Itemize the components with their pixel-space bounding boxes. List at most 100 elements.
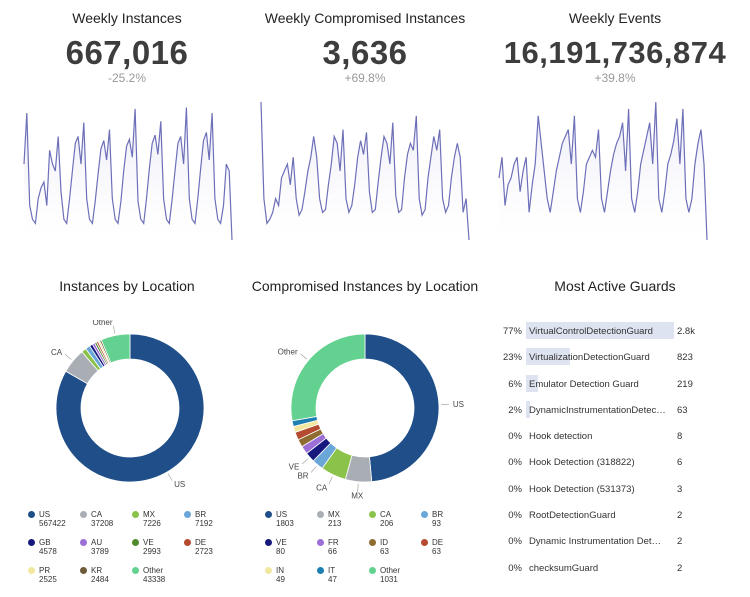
- legend-swatch: [265, 567, 272, 574]
- sparkline-line: [23, 107, 233, 241]
- guard-name: Hook Detection (531373): [529, 483, 635, 495]
- guard-row[interactable]: 0% Hook Detection (318822) 6: [500, 449, 740, 475]
- guard-row[interactable]: 2% DynamicInstrumentationDetec… 63: [500, 397, 740, 423]
- legend-label: VE 80: [276, 538, 287, 556]
- donut-slice-us[interactable]: [364, 333, 440, 483]
- legend-swatch: [184, 511, 191, 518]
- legend-label: IT 47: [328, 566, 337, 584]
- sparkline-line: [498, 101, 708, 241]
- legend-swatch: [80, 511, 87, 518]
- guard-name: Hook detection: [529, 431, 593, 443]
- kpi-change: +39.8%: [594, 71, 636, 85]
- donut-slice-other[interactable]: [100, 333, 131, 364]
- legend-swatch: [369, 511, 376, 518]
- guard-row[interactable]: 0% Hook Detection (531373) 3: [500, 476, 740, 502]
- kpi-value: 3,636: [322, 34, 408, 71]
- kpi-change: +69.8%: [344, 71, 386, 85]
- guard-name: DynamicInstrumentationDetec…: [529, 404, 666, 416]
- legend-swatch: [421, 511, 428, 518]
- legend-swatch: [80, 567, 87, 574]
- guard-percent: 0%: [508, 562, 522, 574]
- sparkline-area: [24, 107, 232, 240]
- guard-percent: 0%: [508, 536, 522, 548]
- sparkline-compromised: [260, 101, 470, 241]
- guard-share-bar: [526, 400, 530, 418]
- guard-percent: 77%: [502, 326, 522, 337]
- legend-swatch: [369, 567, 376, 574]
- sparkline-instances: [23, 107, 233, 241]
- kpi-title: Weekly Instances: [72, 10, 182, 26]
- sparkline-area: [499, 102, 707, 240]
- guard-count: 2: [677, 510, 683, 522]
- guard-percent: 6%: [508, 378, 522, 390]
- guard-name: Emulator Detection Guard: [529, 378, 639, 390]
- guard-count: 3: [677, 483, 683, 495]
- kpi-value: 667,016: [65, 34, 189, 71]
- legend-label: VE 2993: [143, 538, 161, 556]
- guard-row[interactable]: 0% RootDetectionGuard 2: [500, 502, 740, 528]
- legend-label: BR 93: [432, 510, 444, 528]
- instances-by-location-title: Instances by Location: [59, 278, 195, 294]
- donut-outer-label: Other: [278, 347, 298, 356]
- guard-count: 63: [677, 404, 688, 416]
- legend-label: US 567422: [39, 510, 66, 528]
- donut-slice-other[interactable]: [290, 333, 366, 422]
- guard-percent: 0%: [508, 510, 522, 522]
- donut-leader-line: [167, 473, 173, 481]
- guard-row[interactable]: 23% VirtualizationDetectionGuard 823: [500, 344, 740, 370]
- sparkline-line: [260, 101, 470, 241]
- donut-slice-us[interactable]: [55, 333, 205, 483]
- guard-count: 2: [677, 536, 683, 548]
- guard-count: 2.8k: [677, 326, 695, 337]
- guard-row[interactable]: 0% checksumGuard 2: [500, 555, 740, 581]
- donut-leader-line: [113, 325, 116, 334]
- guard-share-bar: [526, 348, 571, 366]
- kpi-value: 16,191,736,874: [503, 35, 727, 70]
- kpi-weekly-compromised: Weekly Compromised Instances 3,636 +69.8…: [240, 0, 490, 85]
- most-active-guards-title: Most Active Guards: [554, 278, 676, 294]
- legend-label: AU 3789: [91, 538, 109, 556]
- kpi-change: -25.2%: [107, 71, 147, 85]
- compromised-by-location-title: Compromised Instances by Location: [251, 278, 479, 294]
- legend-swatch: [317, 511, 324, 518]
- legend-label: PR 2525: [39, 566, 57, 584]
- sparkline-events: [498, 101, 708, 241]
- legend-label: MX 213: [328, 510, 342, 528]
- legend-swatch: [265, 539, 272, 546]
- guard-row[interactable]: 0% Hook detection 8: [500, 423, 740, 449]
- guard-percent: 2%: [508, 404, 522, 416]
- guard-name: Hook Detection (318822): [529, 457, 635, 469]
- donut-outer-label: US: [453, 400, 464, 409]
- donut-leader-line: [65, 354, 72, 360]
- guard-share-bar: [526, 322, 674, 339]
- guard-share-bar: [526, 374, 538, 392]
- guard-count: 823: [677, 352, 693, 364]
- donut-outer-label: US: [174, 480, 185, 489]
- guard-percent: 0%: [508, 483, 522, 495]
- legend-swatch: [184, 539, 191, 546]
- guard-row[interactable]: 0% Dynamic Instrumentation Det… 2: [500, 528, 740, 554]
- guard-row[interactable]: 6% Emulator Detection Guard 219: [500, 371, 740, 397]
- legend-label: DE 63: [432, 538, 444, 556]
- guard-count: 6: [677, 457, 683, 469]
- legend-label: Other 43338: [143, 566, 166, 584]
- legend-label: Other 1031: [380, 566, 401, 584]
- kpi-title: Weekly Events: [568, 10, 662, 26]
- guard-row[interactable]: 77% VirtualControlDetectionGuard 2.8k: [500, 318, 740, 344]
- guard-name: VirtualControlDetectionGuard: [529, 326, 653, 337]
- donut-outer-label: BR: [297, 472, 308, 481]
- guard-name: checksumGuard: [529, 562, 599, 574]
- legend-label: FR 66: [328, 538, 339, 556]
- guard-percent: 0%: [508, 457, 522, 469]
- donut-leader-line: [300, 353, 308, 360]
- donut-leader-line: [310, 466, 317, 473]
- legend-swatch: [132, 539, 139, 546]
- legend-swatch: [317, 539, 324, 546]
- donut-outer-label: CA: [51, 348, 63, 357]
- legend-swatch: [28, 511, 35, 518]
- legend-label: US 1803: [276, 510, 294, 528]
- legend-swatch: [28, 539, 35, 546]
- kpi-weekly-instances: Weekly Instances 667,016 -25.2%: [2, 0, 252, 85]
- legend-label: BR 7192: [195, 510, 213, 528]
